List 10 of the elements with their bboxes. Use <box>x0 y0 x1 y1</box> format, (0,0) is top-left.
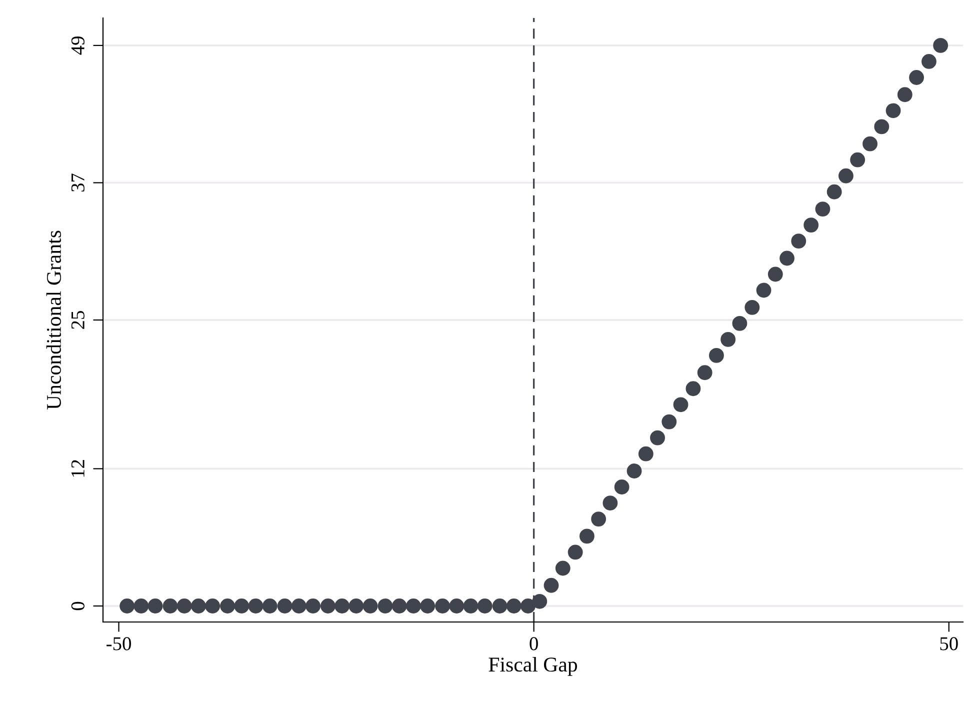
x-axis-title: Fiscal Gap <box>488 656 578 676</box>
x-tick-label: -50 <box>106 637 131 650</box>
y-tick-label: 12 <box>71 460 84 477</box>
y-tick-label: 49 <box>71 36 84 55</box>
y-tick-label: 0 <box>71 602 84 610</box>
x-tick-label: 0 <box>530 637 538 650</box>
x-tick-label: 50 <box>940 637 958 650</box>
y-tick-label: 37 <box>71 174 84 192</box>
y-axis-title: Unconditional Grants <box>46 230 61 410</box>
y-tick-label: 25 <box>71 311 84 329</box>
